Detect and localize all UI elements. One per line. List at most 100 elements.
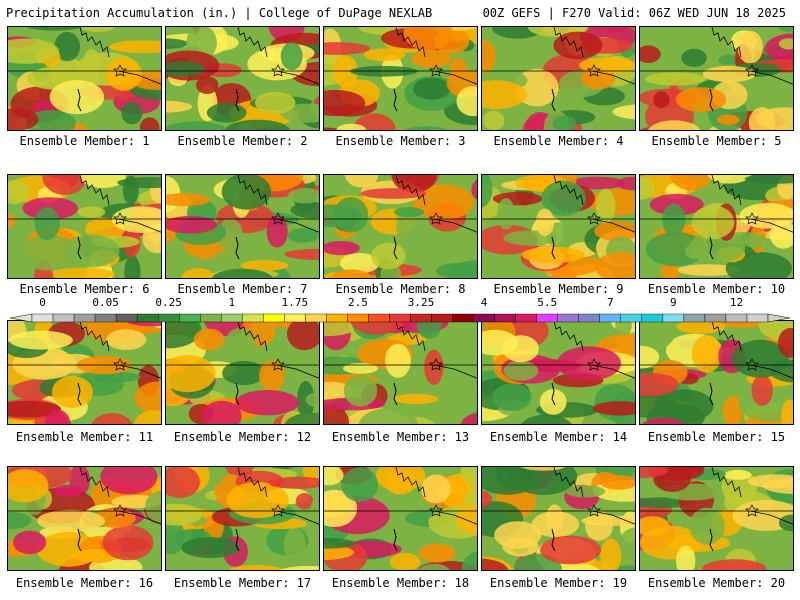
star-marker-icon	[429, 64, 443, 77]
coastline	[749, 510, 793, 525]
lake-outline	[77, 236, 82, 260]
colorbar-bin	[263, 313, 285, 323]
coastline	[117, 218, 161, 233]
coastline	[711, 27, 742, 58]
lake-outline	[551, 236, 556, 260]
colorbar-bin	[347, 313, 369, 323]
colorbar-bin	[200, 313, 222, 323]
colorbar-bin	[305, 313, 327, 323]
coastline	[749, 218, 793, 233]
colorbar-min-arrow	[10, 313, 33, 323]
coastline	[553, 321, 584, 352]
star-marker-icon	[113, 358, 127, 371]
colorbar-tick-label: 0	[39, 296, 46, 309]
lake-outline	[709, 236, 714, 260]
colorbar-labels: 0 0.05 0.25 1 1.75 2.5 3.25 4 5.5 7 9 12	[0, 296, 800, 309]
lake-outline	[235, 236, 240, 260]
coastline	[79, 175, 110, 206]
coastline	[433, 70, 477, 85]
lake-outline	[551, 88, 556, 112]
colorbar-tick-label: 7	[606, 296, 614, 309]
coastline	[711, 175, 742, 206]
precip-field-map	[324, 467, 477, 570]
colorbar-tick-label: 1.75	[281, 296, 309, 309]
star-marker-icon	[113, 504, 127, 517]
ensemble-panel-15	[639, 320, 794, 425]
ensemble-panel-7	[165, 174, 320, 279]
precip-field-map	[640, 175, 793, 278]
colorbar-bin	[641, 313, 664, 323]
lake-outline	[551, 382, 556, 406]
colorbar-bin	[599, 313, 622, 323]
lake-outline	[235, 382, 240, 406]
ensemble-panel-14	[481, 320, 636, 425]
colorbar-bin	[620, 313, 643, 323]
coastline	[237, 467, 268, 498]
lake-outline	[77, 528, 82, 552]
colorbar-bin	[52, 313, 75, 323]
coastline	[553, 467, 584, 498]
ensemble-member-label: Ensemble Member: 6	[19, 282, 150, 296]
colorbar-bin	[157, 313, 180, 323]
ensemble-panel-9	[481, 174, 636, 279]
colorbar-tick-label: 1	[228, 296, 236, 309]
colorbar-bin	[494, 313, 516, 323]
ensemble-panel-18	[323, 466, 478, 571]
colorbar-tick-label: 2.5	[348, 296, 368, 309]
lake-outline	[709, 88, 714, 112]
star-marker-icon	[113, 212, 127, 225]
ensemble-panel-6	[7, 174, 162, 279]
ensemble-member-label: Ensemble Member: 2	[177, 134, 308, 148]
colorbar-bin	[431, 313, 453, 323]
precip-field-map	[166, 175, 319, 278]
precip-field-map	[8, 321, 161, 424]
precip-field-map	[166, 321, 319, 424]
coastline	[275, 364, 319, 379]
precip-field-map	[482, 321, 635, 424]
star-marker-icon	[587, 64, 601, 77]
colorbar-bin	[221, 313, 243, 323]
precip-field-map	[640, 27, 793, 130]
coastline	[79, 321, 110, 352]
colorbar-bin	[473, 313, 495, 323]
coastline	[237, 321, 268, 352]
colorbar-tick-label: 0.05	[92, 296, 119, 309]
colorbar-bin	[73, 313, 96, 323]
ensemble-member-label: Ensemble Member: 13	[331, 430, 470, 444]
ensemble-panel-11	[7, 320, 162, 425]
colorbar	[10, 313, 790, 323]
star-marker-icon	[745, 358, 759, 371]
colorbar-bin	[389, 313, 411, 323]
ensemble-panel-8	[323, 174, 478, 279]
star-marker-icon	[587, 212, 601, 225]
star-marker-icon	[271, 64, 285, 77]
ensemble-member-label: Ensemble Member: 9	[493, 282, 624, 296]
colorbar-bin	[115, 313, 138, 323]
ensemble-panel-4	[481, 26, 636, 131]
ensemble-member-label: Ensemble Member: 1	[19, 134, 150, 148]
ensemble-member-label: Ensemble Member: 14	[489, 430, 628, 444]
coastline	[711, 467, 742, 498]
coastline	[275, 70, 319, 85]
run-valid-time: 00Z GEFS | F270 Valid: 06Z WED JUN 18 20…	[482, 6, 786, 20]
colorbar-bin	[242, 313, 264, 323]
lake-outline	[709, 382, 714, 406]
coastline	[117, 70, 161, 85]
precip-field-map	[482, 175, 635, 278]
coastline	[591, 70, 635, 85]
ensemble-panel-2	[165, 26, 320, 131]
colorbar-bin	[746, 313, 769, 323]
lake-outline	[393, 236, 398, 260]
ensemble-member-label: Ensemble Member: 3	[335, 134, 466, 148]
ensemble-member-label: Ensemble Member: 19	[489, 576, 628, 590]
ensemble-member-label: Ensemble Member: 8	[335, 282, 466, 296]
ensemble-panel-3	[323, 26, 478, 131]
precip-field-map	[482, 467, 635, 570]
coastline	[79, 467, 110, 498]
coastline	[433, 364, 477, 379]
colorbar-bin	[578, 313, 600, 323]
star-marker-icon	[113, 64, 127, 77]
star-marker-icon	[429, 358, 443, 371]
coastline	[591, 364, 635, 379]
colorbar-bin	[136, 313, 159, 323]
